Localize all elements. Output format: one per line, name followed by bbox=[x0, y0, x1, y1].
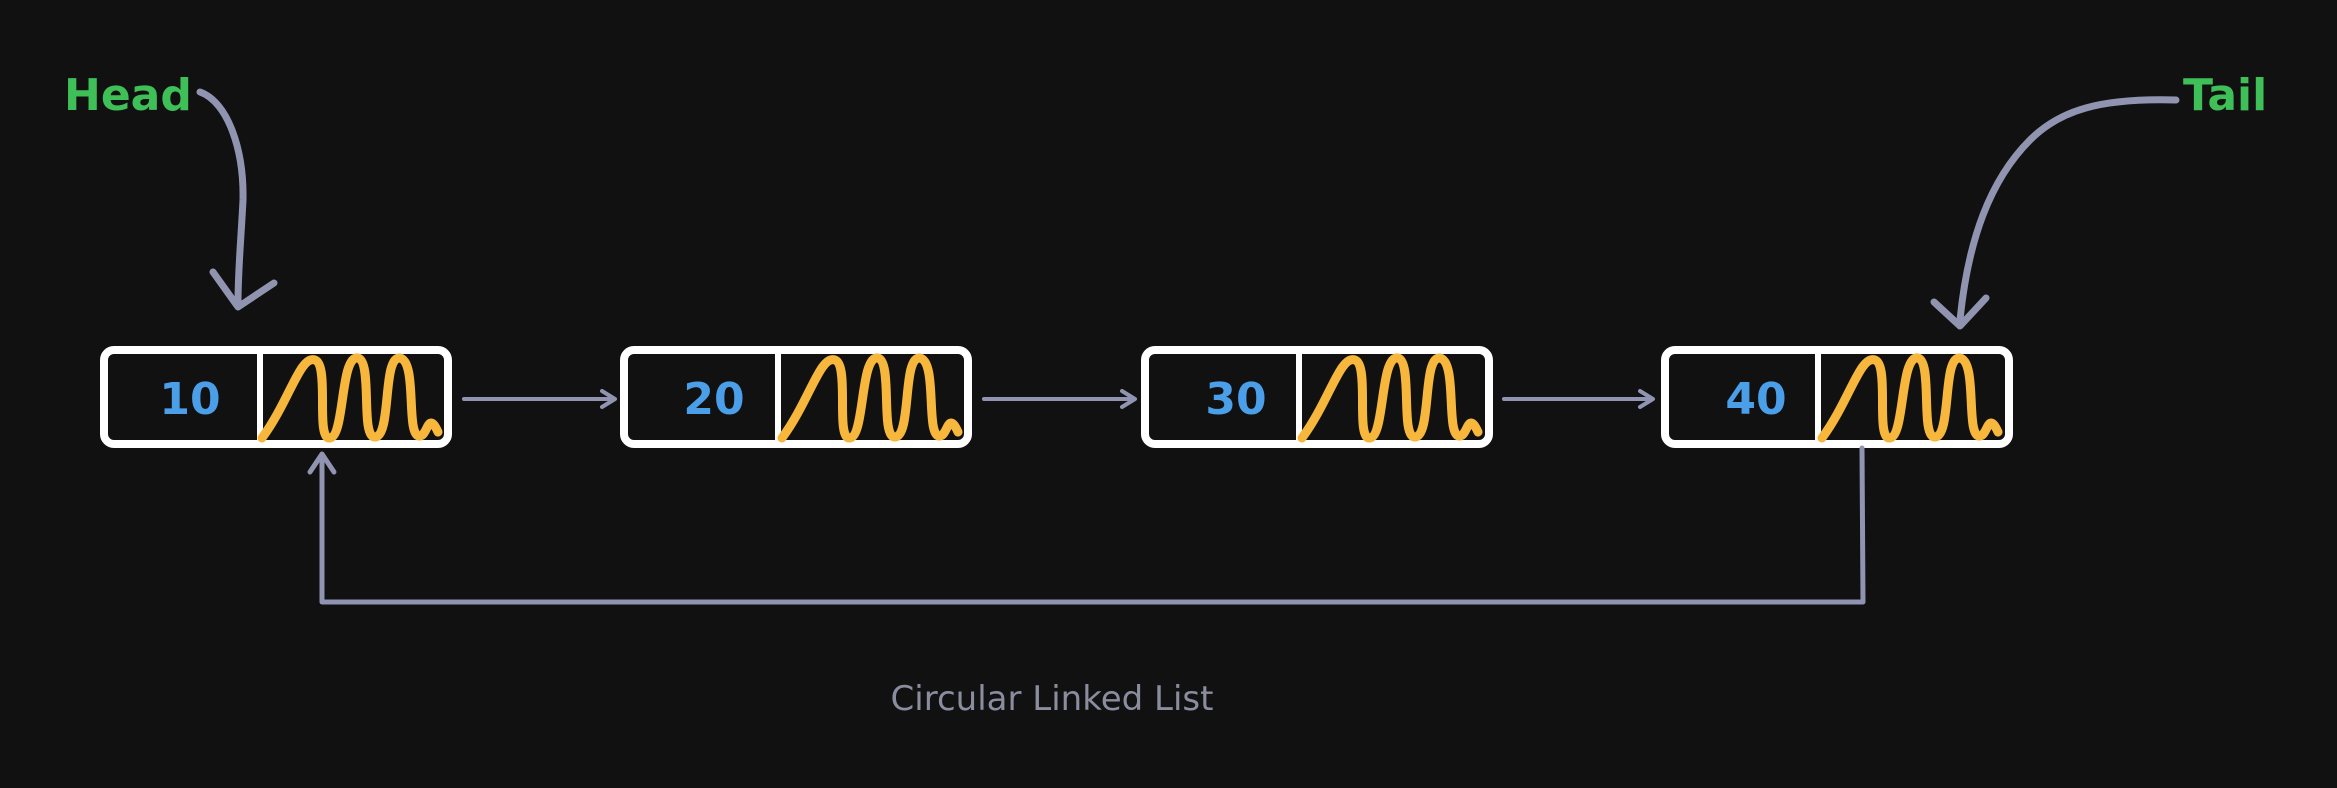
node-value: 30 bbox=[1205, 374, 1266, 425]
head-pointer-arrowhead bbox=[209, 268, 278, 311]
next-pointer-scribble bbox=[1817, 353, 2003, 443]
node-value: 40 bbox=[1725, 374, 1786, 425]
next-pointer-scribble bbox=[777, 353, 963, 443]
list-node: 30 bbox=[1141, 346, 1493, 448]
link-arrow bbox=[462, 389, 617, 409]
diagram-caption: Circular Linked List bbox=[891, 679, 1214, 719]
node-box bbox=[1141, 346, 1493, 448]
head-label: Head bbox=[64, 70, 192, 121]
next-pointer-scribble bbox=[1297, 353, 1483, 443]
link-arrow bbox=[1502, 389, 1655, 409]
list-node: 10 bbox=[100, 346, 452, 448]
circular-return-arrowhead bbox=[307, 451, 337, 475]
list-node: 40 bbox=[1661, 346, 2013, 448]
node-value: 10 bbox=[159, 374, 220, 425]
node-box bbox=[100, 346, 452, 448]
tail-pointer-arrowhead bbox=[1930, 294, 1990, 330]
next-pointer-scribble bbox=[257, 353, 443, 443]
tail-pointer-arrow bbox=[1956, 96, 2180, 324]
tail-label: Tail bbox=[2183, 70, 2267, 121]
list-node: 20 bbox=[620, 346, 972, 448]
link-arrow bbox=[982, 389, 1137, 409]
node-value: 20 bbox=[683, 374, 744, 425]
node-box bbox=[1661, 346, 2013, 448]
node-box bbox=[620, 346, 972, 448]
circular-return-arrow bbox=[319, 445, 1866, 605]
head-pointer-arrow bbox=[196, 88, 247, 307]
